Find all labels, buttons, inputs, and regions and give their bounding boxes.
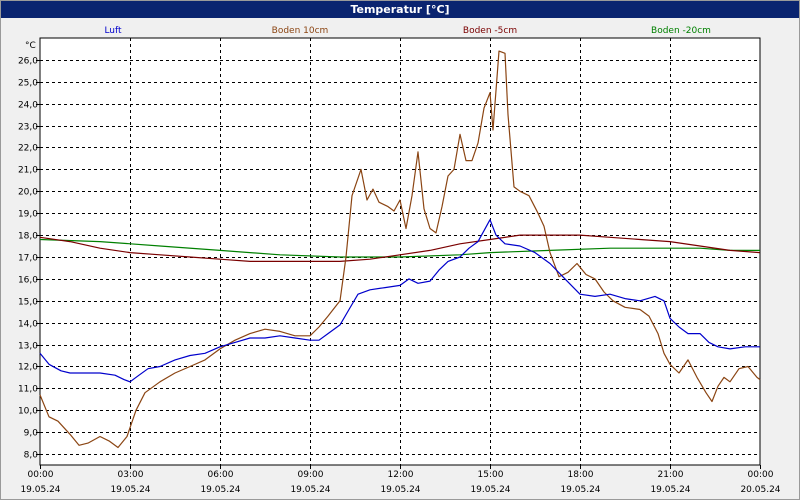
x-tick-time: 21:00 <box>658 470 684 480</box>
series-line-boden-20cm <box>39 238 760 258</box>
y-tick-label: 16,0 <box>18 276 38 286</box>
y-axis-unit: °C <box>25 41 36 51</box>
series-lines <box>39 50 761 449</box>
y-tick-label: 22,0 <box>18 144 38 154</box>
y-tick-label: 24,0 <box>18 101 38 111</box>
x-tick-time: 00:00 <box>28 470 54 480</box>
legend-entry: Luft <box>104 26 122 36</box>
y-tick-label: 9,0 <box>24 429 39 439</box>
y-tick-label: 17,0 <box>18 254 38 264</box>
y-tick-label: 23,0 <box>18 123 38 133</box>
series-line-boden-5cm <box>39 234 761 262</box>
x-tick-time: 18:00 <box>568 470 594 480</box>
x-tick-date: 19.05.24 <box>470 485 510 495</box>
y-tick-label: 21,0 <box>18 166 38 176</box>
y-tick-label: 25,0 <box>18 79 38 89</box>
series-line-boden-10cm <box>39 50 761 449</box>
x-tick-date: 19.05.24 <box>110 485 150 495</box>
grid-lines <box>40 38 760 465</box>
y-tick-label: 10,0 <box>18 407 38 417</box>
x-tick-date: 20.05.24 <box>740 485 780 495</box>
y-tick-label: 8,0 <box>24 451 39 461</box>
y-tick-label: 26,0 <box>18 57 38 67</box>
chart-title: Temperatur [°C] <box>1 1 799 18</box>
x-tick-time: 00:00 <box>748 470 774 480</box>
legend-entry: Boden -5cm <box>463 26 517 36</box>
y-tick-label: 11,0 <box>18 385 38 395</box>
x-tick-time: 06:00 <box>208 470 234 480</box>
x-tick-date: 19.05.24 <box>200 485 240 495</box>
y-tick-label: 20,0 <box>18 188 38 198</box>
x-tick-time: 15:00 <box>478 470 504 480</box>
x-tick-date: 19.05.24 <box>20 485 60 495</box>
x-tick-date: 19.05.24 <box>650 485 690 495</box>
legend: Luft Boden 10cm Boden -5cm Boden -20cm <box>104 26 711 36</box>
x-axis-ticks: 00:00 19.05.24 03:00 19.05.24 06:00 19.05.24 0… <box>20 465 781 495</box>
x-tick-date: 19.05.24 <box>380 485 420 495</box>
legend-entry: Boden -20cm <box>651 26 711 36</box>
legend-entry: Boden 10cm <box>272 26 329 36</box>
y-tick-label: 14,0 <box>18 320 38 330</box>
y-tick-label: 12,0 <box>18 363 38 373</box>
x-tick-time: 12:00 <box>388 470 414 480</box>
y-tick-label: 19,0 <box>18 210 38 220</box>
y-tick-label: 13,0 <box>18 342 38 352</box>
x-tick-date: 19.05.24 <box>290 485 330 495</box>
series-line-luft <box>39 219 760 383</box>
x-tick-date: 19.05.24 <box>560 485 600 495</box>
y-tick-label: 15,0 <box>18 298 38 308</box>
x-tick-time: 09:00 <box>298 470 324 480</box>
y-tick-label: 18,0 <box>18 232 38 242</box>
y-axis-ticks: 8,0 9,0 10,0 11,0 12,0 13,0 14,0 15,0 16,0 17,0 18… <box>18 57 40 461</box>
x-tick-time: 03:00 <box>118 470 144 480</box>
